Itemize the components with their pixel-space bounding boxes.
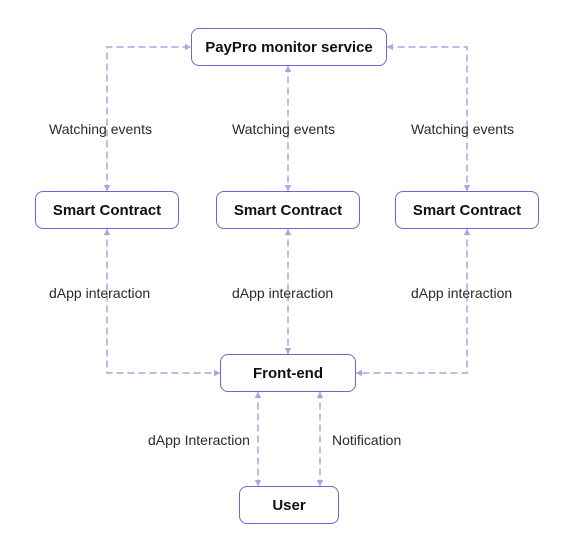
- edge-mon-scR: [387, 44, 470, 191]
- edge-scR-fe: [356, 229, 470, 376]
- node-label: PayPro monitor service: [205, 39, 373, 56]
- node-sc_mid: Smart Contract: [216, 191, 360, 229]
- edge-fe-userL: [255, 392, 262, 486]
- node-sc_left: Smart Contract: [35, 191, 179, 229]
- node-label: Front-end: [253, 365, 323, 382]
- edge-label-watch_mid: Watching events: [232, 121, 335, 137]
- node-sc_right: Smart Contract: [395, 191, 539, 229]
- node-label: Smart Contract: [53, 202, 161, 219]
- node-label: Smart Contract: [234, 202, 342, 219]
- edge-label-watch_right: Watching events: [411, 121, 514, 137]
- node-label: Smart Contract: [413, 202, 521, 219]
- edge-scL-fe: [104, 229, 220, 376]
- node-frontend: Front-end: [220, 354, 356, 392]
- node-monitor: PayPro monitor service: [191, 28, 387, 66]
- edges-layer: [0, 0, 572, 542]
- node-label: User: [272, 497, 305, 514]
- edge-label-dapp_right: dApp interaction: [411, 285, 512, 301]
- edge-mon-scL: [104, 44, 191, 191]
- edge-label-dapp_mid: dApp interaction: [232, 285, 333, 301]
- node-user: User: [239, 486, 339, 524]
- edge-label-notification: Notification: [332, 432, 401, 448]
- edge-fe-userR: [317, 392, 324, 486]
- edge-label-dapp_left: dApp interaction: [49, 285, 150, 301]
- edge-label-dapp_user: dApp Interaction: [148, 432, 250, 448]
- edge-label-watch_left: Watching events: [49, 121, 152, 137]
